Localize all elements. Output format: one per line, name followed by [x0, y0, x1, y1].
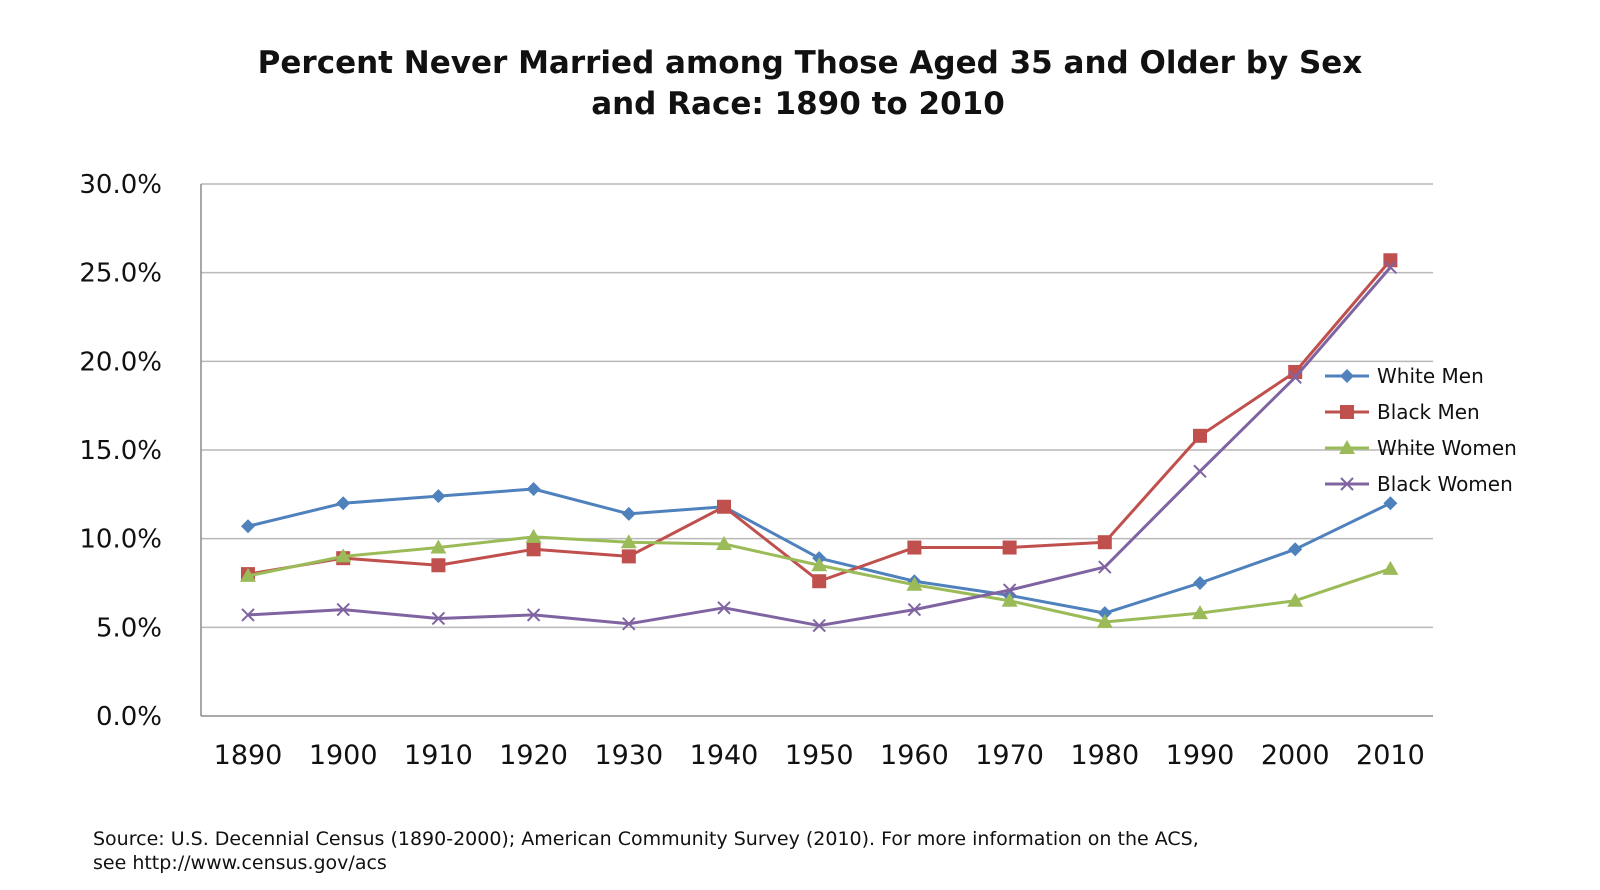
data-point-black-women: [336, 602, 350, 617]
series-black-women: [241, 260, 1398, 633]
data-point-white-men: [1288, 542, 1303, 557]
data-point-black-men: [1097, 535, 1112, 550]
legend-label: Black Men: [1377, 400, 1480, 424]
y-tick-label: 20.0%: [79, 347, 162, 377]
x-tick-label: 1900: [309, 740, 378, 771]
source-line-2: see http://www.census.gov/acs: [93, 852, 387, 874]
legend-item-black-men: Black Men: [1325, 400, 1480, 424]
data-point-white-men: [621, 506, 636, 521]
x-tick-label: 1970: [975, 740, 1044, 771]
chart-title-line-2: and Race: 1890 to 2010: [591, 86, 1005, 122]
series-line-black-men: [247, 259, 1392, 583]
y-tick-label: 10.0%: [79, 525, 162, 555]
data-point-white-women: [716, 535, 732, 550]
axes: [200, 184, 1433, 717]
series-line-black-women: [247, 266, 1392, 628]
x-tick-label: 1910: [404, 740, 473, 771]
y-tick-labels: 0.0% 5.0% 10.0% 15.0% 20.0% 25.0% 30.0%: [79, 170, 162, 732]
data-point-white-men: [336, 496, 351, 511]
data-point-white-men: [1383, 496, 1398, 511]
x-tick-label: 1930: [594, 740, 663, 771]
data-point-white-women: [1096, 614, 1113, 629]
y-tick-label: 25.0%: [79, 259, 162, 289]
data-point-black-women: [622, 617, 636, 631]
data-point-black-women: [241, 608, 255, 622]
legend-item-white-women: White Women: [1325, 436, 1517, 460]
x-tick-label: 1890: [214, 740, 283, 771]
gridlines: [201, 183, 1433, 629]
series-line-white-men: [247, 487, 1392, 615]
data-point-black-women: [431, 611, 446, 626]
chart-title-line-1: Percent Never Married among Those Aged 3…: [258, 45, 1363, 81]
data-point-white-women: [335, 548, 352, 563]
data-point-black-women: [526, 608, 541, 622]
legend-label: White Men: [1377, 364, 1484, 388]
data-point-white-women: [1192, 605, 1208, 620]
data-point-black-men: [1002, 540, 1017, 555]
x-tick-label: 1980: [1070, 740, 1139, 771]
legend: White Men Black Men White Women Black Women: [1325, 364, 1517, 496]
data-point-black-men: [1383, 253, 1398, 268]
data-point-white-men: [526, 482, 541, 497]
data-point-white-women: [811, 557, 828, 572]
legend-marker: [1340, 369, 1354, 383]
x-tick-label: 1960: [880, 740, 949, 771]
data-point-black-men: [1193, 428, 1207, 443]
legend-marker: [1339, 440, 1355, 454]
data-point-black-women: [717, 601, 731, 615]
x-tick-label: 1990: [1166, 740, 1235, 771]
data-point-white-women: [1382, 560, 1399, 575]
data-point-white-men: [431, 489, 446, 504]
data-point-black-women: [907, 602, 922, 617]
x-tick-label: 1920: [499, 740, 568, 771]
x-tick-label: 1940: [690, 740, 759, 771]
legend-item-white-men: White Men: [1325, 364, 1484, 388]
data-point-black-men: [621, 549, 636, 564]
legend-marker: [1340, 477, 1354, 491]
data-point-white-women: [525, 528, 542, 543]
y-tick-label: 0.0%: [96, 702, 162, 732]
legend-item-black-women: Black Women: [1325, 472, 1513, 496]
series-black-men: [241, 253, 1398, 589]
data-point-black-men: [431, 558, 446, 573]
data-point-white-women: [1001, 592, 1018, 607]
data-point-black-women: [1383, 260, 1398, 275]
data-point-black-men: [717, 499, 731, 514]
data-point-black-men: [907, 540, 922, 555]
x-tick-label: 2010: [1356, 740, 1425, 771]
chart-title: Percent Never Married among Those Aged 3…: [258, 45, 1363, 122]
data-point-white-men: [241, 519, 255, 534]
source-note: Source: U.S. Decennial Census (1890-2000…: [93, 828, 1199, 874]
data-series: [240, 253, 1399, 633]
source-line-1: Source: U.S. Decennial Census (1890-2000…: [93, 828, 1199, 850]
data-point-black-women: [1002, 583, 1017, 597]
legend-label: Black Women: [1377, 472, 1513, 496]
x-tick-labels: 1890 1900 1910 1920 1930 1940 1950 1960 1970 1980…: [214, 740, 1425, 771]
data-point-black-men: [526, 542, 541, 557]
data-point-black-women: [812, 618, 826, 633]
legend-marker: [1340, 405, 1354, 419]
data-point-black-women: [1288, 370, 1302, 385]
data-point-black-women: [1098, 560, 1112, 574]
data-point-black-men: [812, 574, 827, 589]
data-point-white-men: [1097, 606, 1112, 621]
y-tick-label: 5.0%: [96, 613, 162, 643]
x-tick-label: 2000: [1261, 740, 1330, 771]
data-point-white-women: [430, 539, 447, 554]
data-point-white-women: [906, 576, 923, 591]
data-point-white-men: [1193, 576, 1207, 590]
x-tick-label: 1950: [785, 740, 854, 771]
data-point-black-women: [1193, 464, 1207, 478]
y-tick-label: 15.0%: [79, 436, 162, 466]
y-tick-label: 30.0%: [79, 170, 162, 200]
series-white-women: [240, 528, 1399, 629]
data-point-white-women: [620, 534, 637, 549]
data-point-white-women: [240, 567, 256, 582]
data-point-white-women: [1287, 592, 1304, 607]
legend-label: White Women: [1377, 436, 1517, 460]
